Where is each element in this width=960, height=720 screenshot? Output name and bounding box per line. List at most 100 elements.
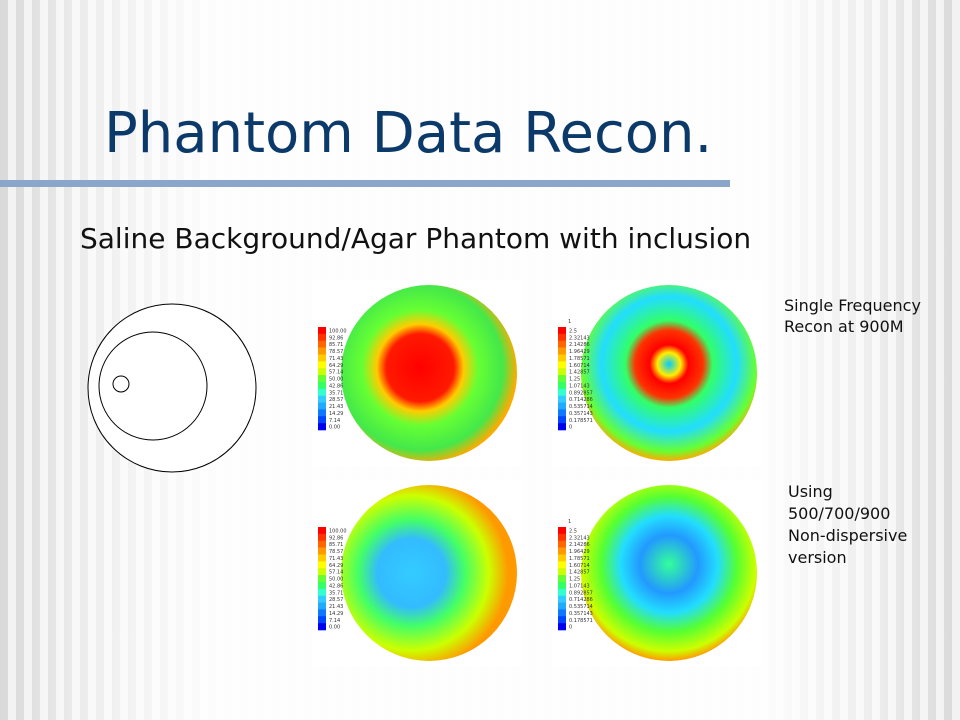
colorbar-swatch xyxy=(318,609,326,617)
colorbar-swatch xyxy=(558,533,566,542)
colorbar-swatch xyxy=(558,568,566,576)
colorbar-label: 85.71 xyxy=(329,542,343,548)
colorbar: 100.0092.8685.7178.5771.4364.2957.1450.0… xyxy=(318,327,347,431)
colorbar-label: 1.07143 xyxy=(569,583,590,589)
colorbar-swatch xyxy=(558,561,566,569)
colorbar-swatch xyxy=(558,416,566,424)
colorbar-label: 0.535714 xyxy=(569,404,593,410)
colorbar-label: 42.86 xyxy=(329,383,343,389)
colorbar-label: 71.43 xyxy=(329,356,343,362)
colorbar-label: 100.00 xyxy=(329,528,347,534)
recon-image: 12.52.321432.142861.964291.785711.607141… xyxy=(552,280,762,466)
colorbar-swatch xyxy=(558,547,566,555)
colorbar-label: 1.78571 xyxy=(569,356,590,362)
colorbar-label: 0 xyxy=(569,625,572,631)
colorbar-swatch xyxy=(558,540,566,548)
colorbar: 12.52.321432.142861.964291.785711.607141… xyxy=(558,519,593,631)
colorbar-swatch xyxy=(318,602,326,610)
note-line: Recon at 900M xyxy=(784,317,904,336)
colorbar-label: 2.14286 xyxy=(569,342,590,348)
colorbar-swatch xyxy=(558,409,566,417)
colorbar-label: 7.14 xyxy=(329,618,340,624)
colorbar-swatch xyxy=(558,581,566,590)
colorbar-swatch xyxy=(318,533,326,542)
colorbar-swatch xyxy=(318,527,326,535)
colorbar-label: 0.178571 xyxy=(569,618,593,624)
note-line: Single Frequency xyxy=(784,296,921,315)
colorbar-swatch xyxy=(318,327,326,335)
colorbar-label: 0.00 xyxy=(329,625,340,631)
recon-image: 12.52.321432.142861.964291.785711.607141… xyxy=(552,480,762,666)
colorbar-label: 1.25 xyxy=(569,377,580,383)
colorbar-swatch xyxy=(558,575,566,583)
colorbar-swatch xyxy=(318,381,326,390)
colorbar-swatch xyxy=(318,416,326,424)
colorbar-label: 100.00 xyxy=(329,328,347,334)
colorbar-swatch xyxy=(318,368,326,376)
note-line: version xyxy=(788,548,847,567)
colorbar-label: 1.96429 xyxy=(569,349,590,355)
colorbar-label: 0 xyxy=(569,425,572,431)
colorbar-unit: 1 xyxy=(568,319,571,325)
colorbar-swatch xyxy=(318,354,326,362)
colorbar-label: 71.43 xyxy=(329,556,343,562)
colorbar-label: 2.32143 xyxy=(569,535,590,541)
colorbar-label: 1.07143 xyxy=(569,383,590,389)
colorbar-swatch xyxy=(558,368,566,376)
colorbar-label: 0.178571 xyxy=(569,418,593,424)
colorbar-label: 92.86 xyxy=(329,335,343,341)
colorbar-label: 2.5 xyxy=(569,528,577,534)
colorbar-label: 2.14286 xyxy=(569,542,590,548)
colorbar-label: 7.14 xyxy=(329,418,340,424)
colorbar-label: 1.60714 xyxy=(569,563,590,569)
colorbar-swatch xyxy=(558,375,566,383)
colorbar-swatch xyxy=(558,423,566,431)
colorbar-label: 0.892857 xyxy=(569,590,593,596)
recon-image: 100.0092.8685.7178.5771.4364.2957.1450.0… xyxy=(312,280,522,466)
colorbar-label: 2.32143 xyxy=(569,335,590,341)
colorbar-swatch xyxy=(318,375,326,383)
recon-image: 100.0092.8685.7178.5771.4364.2957.1450.0… xyxy=(312,480,522,666)
colorbar-label: 78.57 xyxy=(329,549,343,555)
colorbar-label: 57.14 xyxy=(329,570,343,576)
colorbar-label: 0.714286 xyxy=(569,397,593,403)
phantom-diagram xyxy=(87,303,257,473)
colorbar-swatch xyxy=(558,623,566,631)
recon-disk xyxy=(581,285,757,461)
colorbar-swatch xyxy=(318,595,326,603)
slide-title: Phantom Data Recon. xyxy=(104,101,712,166)
note-line: 500/700/900 xyxy=(788,504,890,523)
colorbar-swatch xyxy=(558,333,566,342)
colorbar-label: 1.60714 xyxy=(569,363,590,369)
colorbar-swatch xyxy=(558,609,566,617)
colorbar-label: 0.714286 xyxy=(569,597,593,603)
colorbar-label: 21.43 xyxy=(329,404,343,410)
colorbar-label: 21.43 xyxy=(329,604,343,610)
colorbar-swatch xyxy=(318,423,326,431)
recon-disk xyxy=(581,485,757,661)
colorbar-label: 1.25 xyxy=(569,577,580,583)
colorbar-swatch xyxy=(558,354,566,362)
colorbar-swatch xyxy=(558,554,566,562)
subtitle: Saline Background/Agar Phantom with incl… xyxy=(80,222,751,255)
colorbar-label: 57.14 xyxy=(329,370,343,376)
colorbar-swatch xyxy=(318,340,326,348)
colorbar-swatch xyxy=(558,602,566,610)
colorbar-label: 1.96429 xyxy=(569,549,590,555)
colorbar-swatch xyxy=(558,361,566,369)
colorbar-label: 14.29 xyxy=(329,611,343,617)
colorbar-swatch xyxy=(558,527,566,535)
colorbar: 12.52.321432.142861.964291.785711.607141… xyxy=(558,319,593,431)
colorbar-swatch xyxy=(318,581,326,590)
recon-disk xyxy=(341,485,517,661)
colorbar-label: 0.357143 xyxy=(569,611,593,617)
colorbar-label: 78.57 xyxy=(329,349,343,355)
title-rule xyxy=(0,180,730,187)
colorbar-swatch xyxy=(558,340,566,348)
colorbar-swatch xyxy=(318,575,326,583)
colorbar-label: 92.86 xyxy=(329,535,343,541)
colorbar-swatch xyxy=(318,388,326,396)
colorbar-swatch xyxy=(318,561,326,569)
colorbar-label: 50.00 xyxy=(329,577,343,583)
colorbar-label: 0.892857 xyxy=(569,390,593,396)
